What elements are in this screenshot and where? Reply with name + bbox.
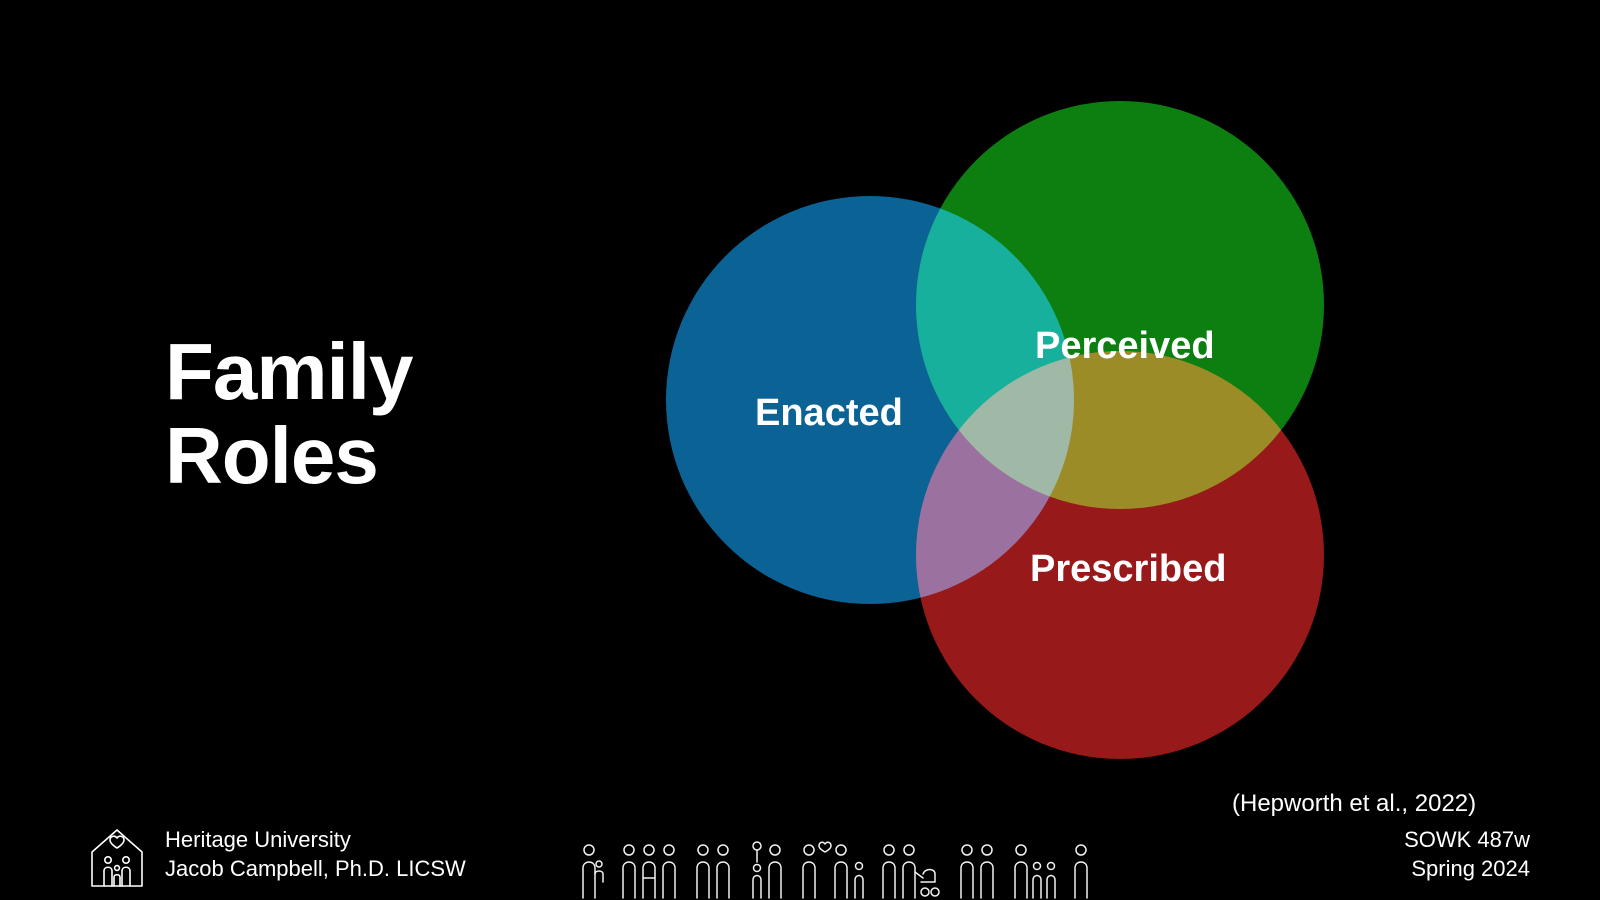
- venn-label-enacted: Enacted: [755, 392, 903, 435]
- footer-course: SOWK 487w: [1404, 827, 1530, 852]
- footer-right: SOWK 487w Spring 2024: [1404, 825, 1530, 884]
- footer: Heritage University Jacob Campbell, Ph.D…: [0, 810, 1600, 900]
- footer-author: Jacob Campbell, Ph.D. LICSW: [165, 856, 466, 881]
- venn-diagram: Enacted Perceived Prescribed: [0, 0, 1600, 900]
- venn-label-prescribed: Prescribed: [1030, 548, 1226, 591]
- family-house-icon: [88, 824, 146, 888]
- family-groups-icon: [575, 838, 1135, 900]
- slide: Family Roles Enacted Perceived Prescribe…: [0, 0, 1600, 900]
- footer-term: Spring 2024: [1411, 856, 1530, 881]
- venn-label-perceived: Perceived: [1035, 325, 1215, 368]
- footer-left: Heritage University Jacob Campbell, Ph.D…: [165, 825, 466, 884]
- footer-institution: Heritage University: [165, 827, 351, 852]
